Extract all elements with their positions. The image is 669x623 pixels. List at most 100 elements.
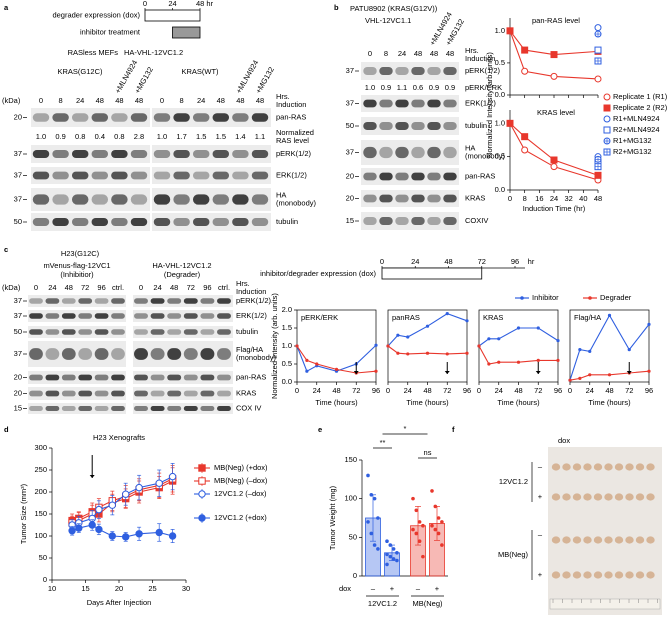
y-tick-label: 200 — [34, 487, 47, 496]
x-tick-label: 0 — [386, 386, 390, 395]
label: 0 — [160, 96, 164, 105]
blot-band — [32, 171, 50, 180]
data-point — [497, 337, 501, 341]
x-tick-label: 48 — [332, 386, 340, 395]
blot-band — [192, 149, 210, 159]
data-point — [647, 369, 651, 373]
blot-band — [251, 149, 269, 159]
data-point — [607, 313, 612, 317]
label: 48 — [236, 96, 244, 105]
label: 48 — [217, 96, 225, 105]
blot-band — [363, 121, 377, 131]
tumor — [583, 571, 592, 579]
blot-background — [31, 108, 150, 127]
data-point — [122, 490, 130, 498]
legend-label: R1+MG132 — [613, 136, 652, 145]
blot-label: (monobody) — [276, 198, 317, 207]
label: 8 — [180, 96, 184, 105]
x-tick-label: 16 — [535, 194, 543, 203]
tumor — [572, 536, 582, 544]
data-point — [372, 543, 377, 547]
legend-label: Degrader — [600, 293, 632, 302]
data-point — [647, 322, 651, 326]
blot-band — [183, 313, 198, 319]
blot-band — [153, 113, 171, 122]
blot-band — [411, 216, 425, 226]
panel-letter: b — [334, 3, 339, 12]
legend-marker — [198, 490, 206, 498]
blot-band — [379, 66, 393, 76]
blot-band — [153, 194, 171, 205]
blot-band — [395, 216, 409, 226]
data-point — [594, 75, 602, 83]
normalized-value: 1.7 — [176, 132, 186, 141]
blot-band — [411, 194, 425, 203]
label: 48 — [115, 96, 123, 105]
kda-marker: 37 — [14, 170, 22, 179]
blot-background — [152, 213, 271, 231]
tumor — [614, 463, 624, 471]
chart-title: KRAS level — [537, 108, 575, 117]
kda-marker: 50 — [14, 217, 22, 226]
y-tick-label: 0 — [43, 575, 47, 584]
blot-band — [183, 406, 198, 411]
blot-band — [200, 313, 215, 319]
blot-band — [212, 171, 230, 180]
x-tick-label: 24 — [313, 386, 321, 395]
data-point — [425, 324, 430, 328]
blot-background — [133, 387, 233, 400]
panel-letter: e — [318, 425, 322, 434]
blot-background — [133, 310, 233, 322]
data-point — [385, 539, 389, 543]
blot-band — [111, 113, 128, 122]
legend-label: Replicate 2 (R2) — [613, 103, 668, 112]
blot-band — [167, 298, 182, 304]
kda-marker: 37 — [14, 311, 22, 320]
chart-title: KRAS — [483, 313, 503, 322]
blot-band — [363, 66, 377, 76]
blot-background — [28, 295, 126, 307]
blot-band — [150, 374, 165, 381]
data-point — [506, 27, 514, 35]
blot-label: Flag/HA — [236, 345, 263, 354]
y-tick-label: 50 — [349, 532, 357, 541]
blot-band — [212, 217, 230, 227]
blot-band — [134, 406, 148, 411]
blot-band — [29, 406, 43, 411]
blot-band — [61, 298, 76, 304]
label: inhibitor/degrader expression (dox) — [260, 269, 376, 278]
y-tick-label: 0.0 — [495, 185, 505, 194]
blot-band — [134, 374, 148, 381]
blot-background — [152, 108, 271, 127]
blot-label: pERK(1/2) — [276, 149, 312, 158]
blot-label: KRAS — [236, 388, 256, 397]
blot-band — [94, 406, 109, 411]
blot-band — [32, 149, 50, 159]
blot-band — [52, 217, 69, 227]
legend-marker — [198, 477, 206, 485]
blot-band — [134, 348, 148, 360]
blot-band — [111, 406, 125, 411]
blot-band — [217, 313, 231, 319]
blot-band — [111, 298, 125, 304]
blot-background — [28, 341, 126, 367]
blot-band — [167, 348, 182, 360]
blot-label: pan-RAS — [236, 372, 266, 381]
label: H23(G12C) — [61, 249, 100, 258]
blot-band — [443, 216, 457, 226]
x-tick-label: 0 — [568, 386, 572, 395]
data-point — [305, 358, 309, 362]
arrow-head — [535, 371, 541, 374]
blot-band — [379, 172, 393, 181]
blot-label: HA — [465, 143, 475, 152]
x-axis-label: Time (hours) — [315, 398, 358, 407]
blot-band — [167, 390, 182, 397]
tumor — [551, 493, 561, 501]
x-tick-label: 48 — [594, 194, 602, 203]
data-point — [487, 337, 491, 341]
data-point — [425, 351, 430, 355]
series-line — [296, 344, 377, 372]
ratio-value: 0.9 — [381, 83, 391, 92]
blot-background — [31, 213, 150, 231]
data-point — [88, 521, 96, 529]
